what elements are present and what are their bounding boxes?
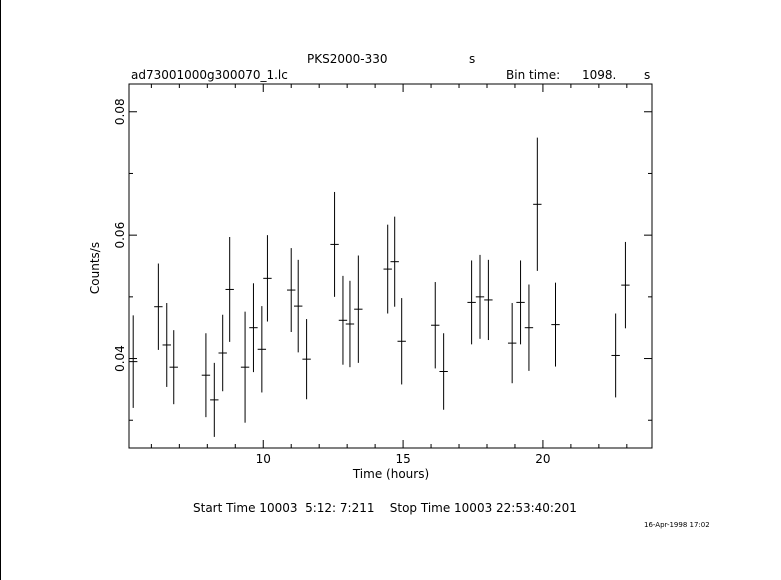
plot-frame xyxy=(128,83,653,449)
data-point xyxy=(390,216,399,307)
tick-labels: 10 15 20 0.04 0.06 0.08 xyxy=(113,98,551,466)
y-tick-label: 0.04 xyxy=(113,345,127,372)
time-range-label: Start Time 10003 5:12: 7:211 Stop Time 1… xyxy=(193,501,577,515)
x-tick-label: 10 xyxy=(256,452,271,466)
data-point xyxy=(294,259,303,353)
data-point xyxy=(302,319,311,400)
x-tick-label: 15 xyxy=(395,452,410,466)
data-point xyxy=(354,255,363,363)
window-left-border xyxy=(0,0,1,580)
data-point xyxy=(621,241,630,329)
data-point xyxy=(338,275,348,365)
data-point xyxy=(154,263,163,350)
data-point xyxy=(484,259,493,341)
data-point xyxy=(330,191,339,297)
data-point xyxy=(345,280,355,368)
data-point xyxy=(467,260,476,345)
data-point xyxy=(169,330,178,405)
data-point xyxy=(225,237,234,342)
source-name: PKS2000-330 xyxy=(307,52,388,66)
y-axis-label: Counts/s xyxy=(88,242,102,294)
source-unit: s xyxy=(469,52,476,66)
data-point xyxy=(287,248,296,333)
axis-ticks xyxy=(129,84,652,448)
y-tick-label: 0.06 xyxy=(113,222,127,249)
data-point xyxy=(263,235,272,322)
data-point xyxy=(218,314,227,392)
data-point xyxy=(551,282,560,367)
data-point xyxy=(611,313,620,398)
x-axis-label: Time (hours) xyxy=(352,467,429,481)
data-point xyxy=(129,315,138,408)
data-point xyxy=(516,260,525,345)
bin-time-label: Bin time: xyxy=(506,68,561,82)
data-points xyxy=(129,137,630,437)
x-tick-label: 20 xyxy=(535,452,550,466)
data-point xyxy=(249,283,258,373)
plot-axes xyxy=(128,83,653,449)
y-tick-label: 0.08 xyxy=(113,98,127,125)
bin-time-unit: s xyxy=(644,68,651,82)
data-point xyxy=(507,303,517,384)
data-point xyxy=(201,333,211,418)
plot-date-stamp: 16-Apr-1998 17:02 xyxy=(644,521,710,529)
data-point xyxy=(475,254,485,339)
bin-time-value: 1098. xyxy=(582,68,617,82)
data-point xyxy=(162,303,171,387)
data-point xyxy=(431,282,440,369)
data-point xyxy=(383,224,392,314)
filename-label: ad73001000g300070_1.lc xyxy=(131,68,288,82)
data-point xyxy=(210,362,219,437)
data-point xyxy=(524,284,534,371)
data-point xyxy=(397,298,406,385)
data-point xyxy=(533,137,542,271)
data-point xyxy=(439,333,448,410)
data-point xyxy=(240,311,250,423)
data-point xyxy=(257,306,267,393)
